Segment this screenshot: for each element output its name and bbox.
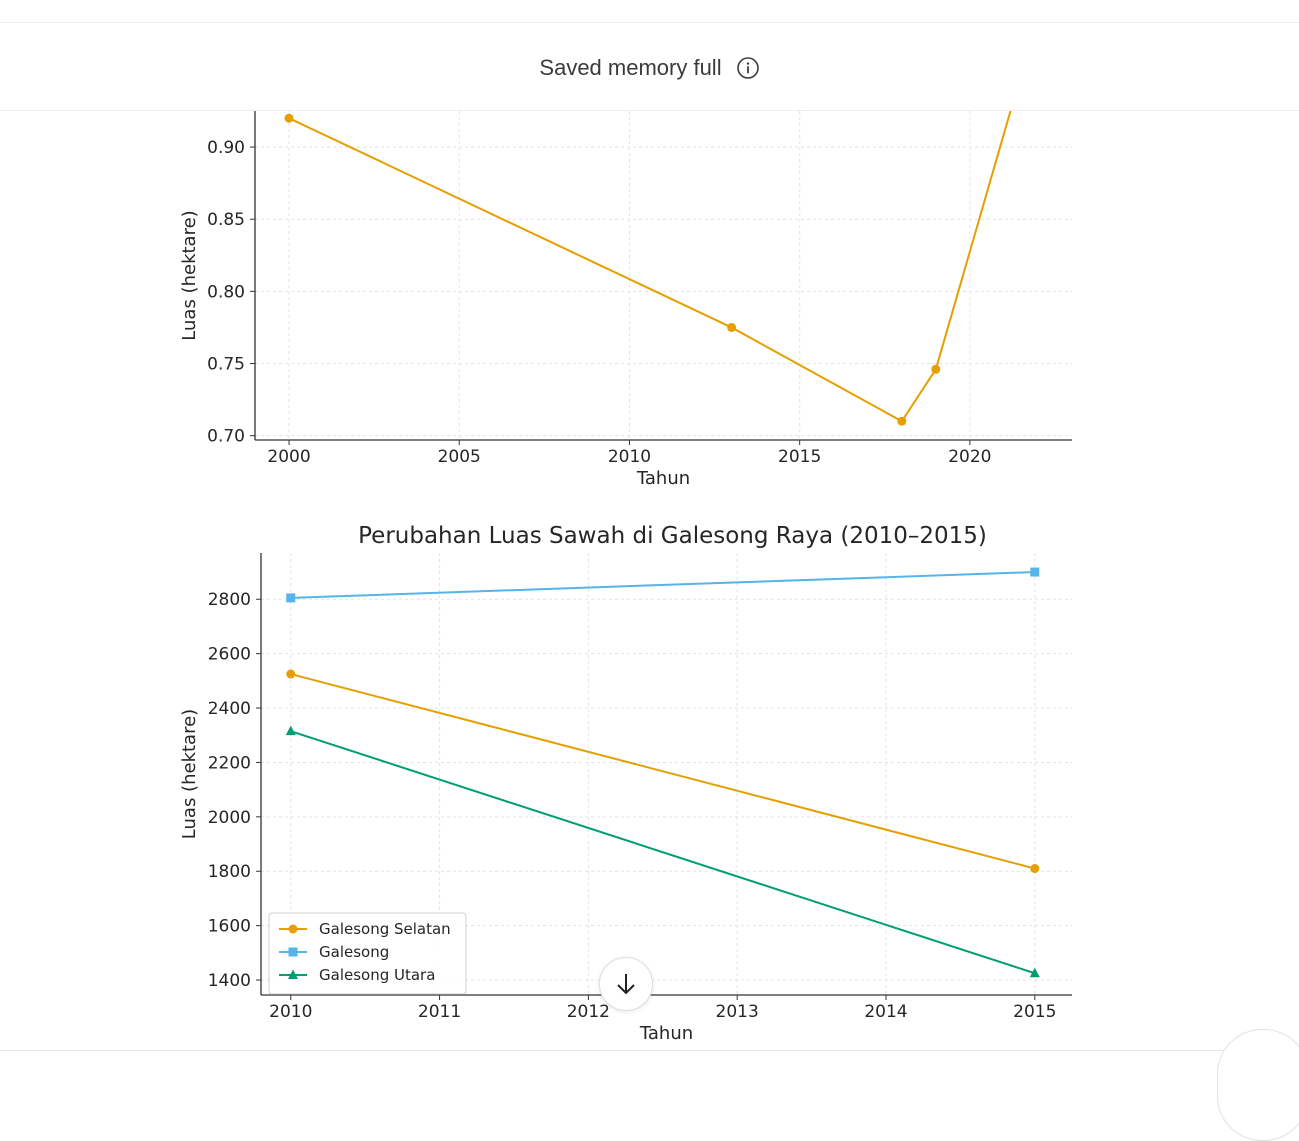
x-axis-label: Tahun [639,1023,693,1044]
chart-luas-trend: 2000 2005 2010 2015 2020 0.70 0.75 0.80 0.85 0.90… [0,111,1299,491]
y-tick-label: 2200 [208,753,251,773]
info-icon[interactable] [736,56,760,80]
y-tick-label: 2600 [208,645,251,665]
data-point [285,725,296,736]
y-tick-label: 2400 [208,699,251,719]
y-tick-label: 0.70 [207,427,245,447]
y-tick-label: 0.90 [207,138,245,158]
arrow-down-icon [617,974,635,995]
composer-bar [0,1029,1299,1141]
x-tick-label: 2000 [267,447,310,467]
y-tick-label: 2800 [208,590,251,610]
top-bar: Saved memory full [0,22,1299,111]
x-tick-label: 2015 [778,447,821,467]
data-point [286,593,296,603]
legend-label: Galesong Selatan [319,920,451,938]
line-chart-1: 2000 2005 2010 2015 2020 0.70 0.75 0.80 0.85 0.90… [179,111,1072,489]
data-point [284,113,294,123]
x-tick-label: 2015 [1013,1002,1056,1022]
memory-status-text: Saved memory full [539,54,722,80]
legend-marker [288,924,298,934]
scroll-down-button[interactable] [599,957,653,1011]
data-point [727,322,737,332]
x-tick-label: 2010 [269,1002,312,1022]
chart-galesong-raya: 2010 2011 2012 2013 2014 2015 1400 1600 1800 2000… [0,511,1299,1050]
legend-label: Galesong Utara [319,966,435,984]
series-line-2 [290,730,1036,975]
x-tick-label: 2010 [608,447,651,467]
chart-title: Perubahan Luas Sawah di Galesong Raya (2… [358,523,987,549]
x-axis-label: Tahun [636,468,690,489]
x-tick-label: 2012 [567,1002,610,1022]
y-axis-label: Luas (hektare) [179,709,200,839]
y-tick-label: 0.85 [207,210,245,230]
legend-box [268,912,467,995]
data-point [1030,567,1040,577]
data-point [897,416,907,426]
memory-notice: Saved memory full [0,23,1299,112]
y-tick-label: 1600 [208,917,251,937]
data-point [1029,967,1040,978]
y-tick-label: 0.75 [207,355,245,375]
x-tick-label: 2005 [438,447,481,467]
x-tick-label: 2011 [418,1002,461,1022]
x-tick-label: 2013 [716,1002,759,1022]
data-point [931,364,941,374]
y-tick-label: 1800 [208,862,251,882]
send-control[interactable] [1217,1029,1299,1141]
y-tick-label: 0.80 [207,282,245,302]
legend-marker [288,969,298,979]
y-tick-label: 2000 [208,808,251,828]
legend-label: Galesong [319,943,389,961]
series-line-0 [290,673,1036,870]
x-tick-label: 2020 [948,447,991,467]
line-chart-2: 2010 2011 2012 2013 2014 2015 1400 1600 1800 2000… [179,523,1072,1044]
series-line-1 [290,571,1035,599]
series-line-0 [288,111,1012,423]
y-tick-label: 1400 [208,971,251,991]
data-point [286,669,296,679]
x-tick-label: 2014 [864,1002,907,1022]
y-axis-label: Luas (hektare) [179,210,200,340]
legend-marker [288,947,298,957]
data-point [1030,864,1040,874]
